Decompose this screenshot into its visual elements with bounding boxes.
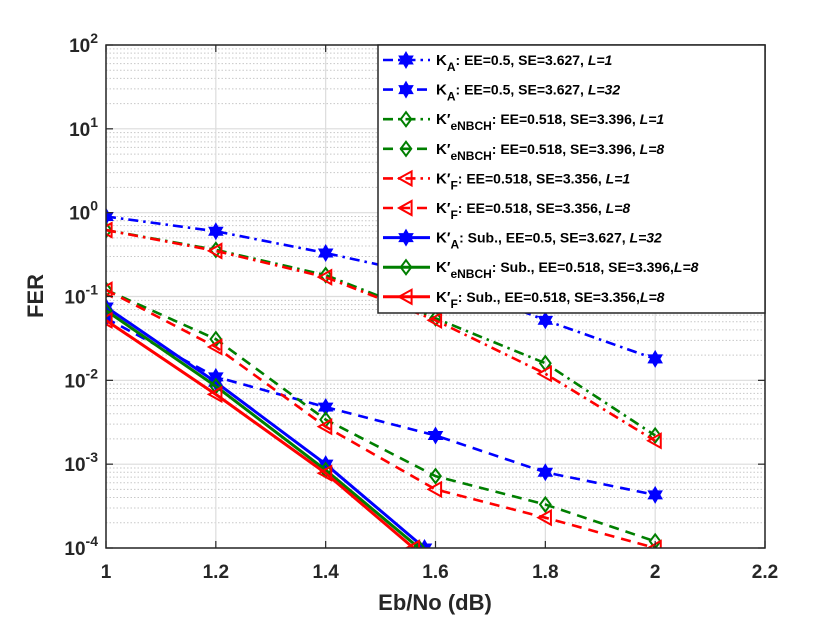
legend-entry[interactable]: K′A: Sub., EE=0.5, SE=3.627, L=32 (383, 228, 662, 252)
legend-label-ka-sub: K′A: Sub., EE=0.5, SE=3.627, L=32 (436, 230, 662, 252)
data-point (316, 464, 333, 482)
legend-marker-kf-l1 (396, 169, 413, 188)
data-point (316, 268, 333, 286)
series-line-kf-sub (106, 319, 415, 548)
x-tick-label: 1 (101, 562, 112, 583)
series-line-kf-l8 (106, 288, 656, 548)
x-tick-label: 1.6 (422, 562, 448, 583)
y-tick-label: 10-2 (64, 365, 98, 392)
legend-label-kf-l1: K′F: EE=0.518, SE=3.356, L=1 (436, 170, 630, 192)
x-tick-labels: 1 1.2 1.4 1.6 1.8 2 2.2 (101, 562, 779, 583)
y-axis-label: FER (23, 274, 48, 318)
data-point (106, 281, 113, 299)
data-point (412, 539, 426, 548)
data-point (404, 539, 421, 548)
data-point (537, 463, 554, 482)
data-point (646, 432, 662, 450)
data-point (209, 241, 223, 259)
data-point (647, 349, 663, 368)
data-point (426, 480, 443, 499)
legend-entry[interactable]: K′eNBCH: EE=0.518, SE=3.396, L=1 (383, 110, 664, 133)
legend-marker-ka-l1 (398, 51, 414, 69)
legend-label-ka-l1: KA: EE=0.5, SE=3.627, L=1 (436, 52, 613, 74)
y-tick-label: 10-4 (64, 533, 98, 560)
series-kf-l1 (106, 221, 662, 450)
series-line-kenbch-l8 (106, 288, 656, 543)
data-point (426, 311, 443, 330)
y-tick-label: 10-3 (64, 449, 98, 476)
legend-marker-kf-l8 (396, 199, 413, 217)
legend-marker-ka-l32 (398, 80, 414, 99)
data-point (206, 385, 223, 404)
legend-entry[interactable]: KA: EE=0.5, SE=3.627, L=32 (383, 80, 620, 104)
data-point (648, 532, 662, 548)
series-kf-l8 (106, 281, 662, 548)
y-tick-label: 101 (69, 114, 98, 141)
series-kf-sub (106, 311, 421, 548)
data-point (427, 426, 444, 445)
legend-marker-ka-sub (398, 228, 414, 247)
data-point (317, 398, 334, 417)
data-point (647, 485, 663, 504)
series-line-kenbch-sub (106, 309, 420, 548)
legend-label-kenbch-sub: K′eNBCH: Sub., EE=0.518, SE=3.396,L=8 (436, 259, 699, 281)
legend-label-kenbch-l8: K′eNBCH: EE=0.518, SE=3.396, L=8 (436, 141, 664, 163)
data-point (208, 222, 224, 241)
legend-label-kf-l8: K′F: EE=0.518, SE=3.356, L=8 (436, 200, 630, 222)
legend-label-ka-l32: KA: EE=0.5, SE=3.627, L=32 (436, 82, 620, 104)
legend-box (377, 44, 766, 314)
data-point (106, 221, 113, 239)
x-axis-label: Eb/No (dB) (378, 590, 492, 615)
legend-label-kf-sub: K′F: Sub., EE=0.518, SE=3.356,L=8 (436, 289, 665, 311)
data-point (536, 508, 552, 527)
series-line-ka-l32 (106, 317, 656, 497)
legend-entry[interactable]: KA: EE=0.5, SE=3.627, L=1 (383, 51, 613, 74)
legend[interactable]: KA: EE=0.5, SE=3.627, L=1 KA: EE=0.5, SE=… (377, 44, 766, 314)
legend-entry[interactable]: K′F: EE=0.518, SE=3.356, L=1 (383, 169, 630, 192)
data-point (106, 281, 113, 299)
series-line-kf-l1 (106, 228, 656, 442)
legend-entry[interactable]: K′eNBCH: EE=0.518, SE=3.396, L=8 (383, 140, 664, 163)
x-tick-label: 2 (650, 562, 661, 583)
data-point (106, 221, 113, 239)
legend-entry[interactable]: K′F: Sub., EE=0.518, SE=3.356,L=8 (383, 288, 665, 311)
data-point (648, 426, 662, 445)
x-tick-label: 1.4 (312, 562, 339, 583)
data-point (106, 311, 113, 330)
series-line-ka-sub (106, 305, 426, 548)
y-tick-label: 100 (69, 198, 98, 225)
legend-marker-kf-sub (396, 288, 413, 306)
x-tick-label: 1.8 (532, 562, 558, 583)
legend-label-kenbch-l1: K′eNBCH: EE=0.518, SE=3.396, L=1 (436, 111, 664, 133)
data-point (316, 417, 333, 436)
y-tick-label: 10-1 (64, 282, 98, 309)
data-point (538, 495, 552, 514)
data-point (106, 301, 113, 320)
legend-entry[interactable]: K′F: EE=0.518, SE=3.356, L=8 (383, 199, 630, 222)
data-point (317, 244, 334, 263)
y-tick-label: 102 (69, 30, 98, 57)
legend-marker-kenbch-l8 (399, 140, 413, 158)
y-tick-labels: 10-4 10-3 10-2 10-1 100 101 102 (64, 30, 98, 560)
data-point (536, 364, 552, 383)
legend-marker-kenbch-sub (399, 258, 413, 276)
data-point (537, 311, 554, 330)
legend-marker-kenbch-l1 (399, 110, 413, 128)
data-point (206, 242, 223, 260)
data-point (429, 467, 442, 485)
data-point (646, 539, 662, 548)
x-tick-label: 2.2 (752, 562, 778, 583)
x-tick-label: 1.2 (203, 562, 229, 583)
legend-entry[interactable]: K′eNBCH: Sub., EE=0.518, SE=3.396,L=8 (383, 258, 699, 281)
data-point (206, 338, 223, 356)
